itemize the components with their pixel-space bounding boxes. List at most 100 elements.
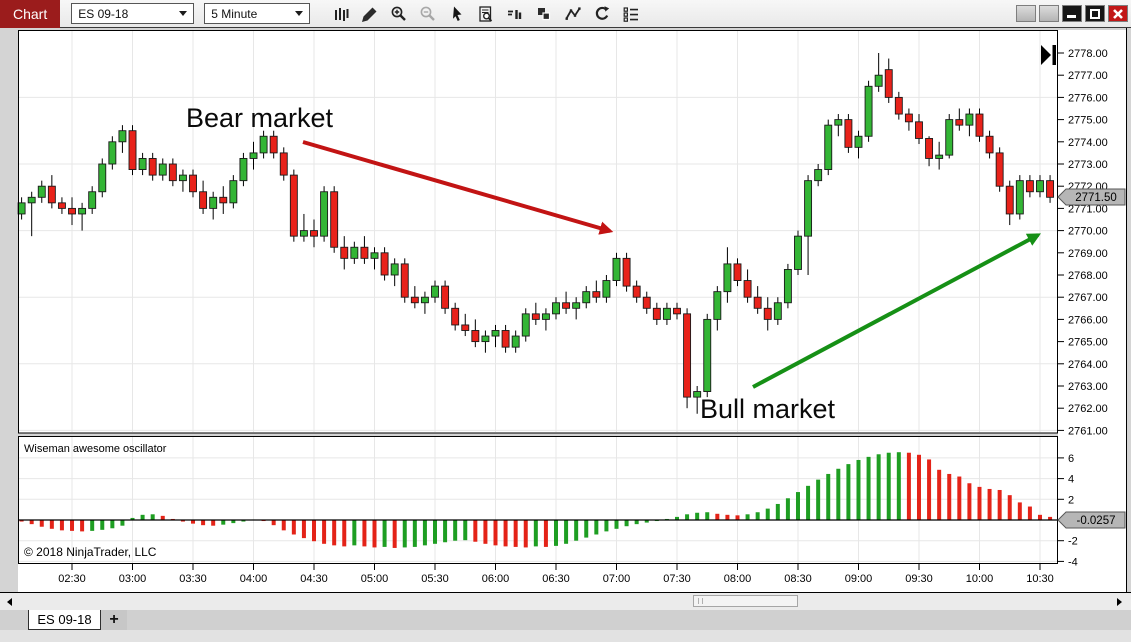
candle [521,313,530,337]
document-magnifier-icon[interactable] [471,2,500,25]
candlestick-chart-icon[interactable] [326,2,355,25]
horizontal-scrollbar[interactable] [0,592,1131,610]
ao-bar [735,515,740,520]
oscillator-panel[interactable] [18,436,1058,564]
candle [128,130,137,170]
zoom-in-icon[interactable] [384,2,413,25]
candle [622,257,631,287]
price-axis[interactable] [1058,30,1127,592]
minimize-button[interactable] [1062,5,1082,22]
pencil-icon[interactable] [355,2,384,25]
price-panel[interactable] [18,30,1058,433]
time-axis-label: 06:30 [542,573,570,585]
ao-bar [49,520,54,529]
cursor-arrow-icon[interactable] [442,2,471,25]
price-axis-label: 2763.00 [1068,381,1108,393]
instrument-select[interactable]: ES 09-18 [71,3,195,24]
candle [814,169,823,182]
scroll-right-icon[interactable] [1117,598,1122,606]
checklist-icon[interactable] [616,2,645,25]
ao-bar [846,464,851,520]
refresh-icon[interactable] [587,2,616,25]
ao-bar [80,520,85,532]
window-button-blank-2[interactable] [1039,5,1059,22]
ao-bar [100,520,105,530]
candle [804,180,813,237]
scroll-left-icon[interactable] [7,598,12,606]
time-axis-label: 09:30 [905,573,933,585]
time-axis-label: 05:00 [361,573,389,585]
ao-bar [382,520,387,547]
bear-arrow[interactable] [302,140,614,235]
drawing-annotations: Bear market Bull market Wiseman awesome … [24,45,1056,559]
candle [68,207,76,215]
zoom-out-icon[interactable] [413,2,442,25]
candle [713,291,722,320]
candle [1046,180,1055,198]
candle [662,307,671,320]
bull-market-label[interactable]: Bull market [700,394,836,424]
candle [148,157,157,176]
ao-bar [221,520,226,525]
ao-bar [332,520,337,546]
ao-bar [856,459,861,520]
candle [410,296,419,304]
scrollbar-thumb[interactable] [693,595,798,607]
ao-bar [775,503,780,520]
toolbar-icons [326,2,645,25]
ao-bar [211,520,216,526]
price-axis-label: 2776.00 [1068,92,1108,104]
chart-series [17,53,1058,548]
polyline-icon[interactable] [558,2,587,25]
price-axis-label: 2773.00 [1068,159,1108,171]
ao-bar [816,479,821,520]
candle [37,185,46,198]
close-button[interactable] [1108,5,1128,22]
candle [390,263,399,276]
candle [239,157,248,182]
tab-es-09-18[interactable]: ES 09-18 [28,610,101,630]
time-axis-label: 05:30 [421,573,449,585]
ao-bar [412,520,417,547]
ao-bar [463,520,468,541]
candle [27,196,36,204]
ao-bar [564,520,569,544]
restore-button[interactable] [1085,5,1105,22]
candle [592,291,601,298]
candle [189,174,197,193]
bull-arrow[interactable] [752,233,1042,389]
ao-bar [866,456,871,520]
ao-bar [160,515,165,520]
add-tab-button[interactable]: + [101,610,127,630]
candle [511,335,520,348]
window-button-blank-1[interactable] [1016,5,1036,22]
window-title-tab[interactable]: Chart [0,0,61,28]
ao-bar [392,520,397,548]
ao-bar [362,520,367,547]
osc-axis-label: 2 [1068,494,1074,506]
ao-bar [685,514,690,520]
ao-bar [39,520,44,527]
interval-select[interactable]: 5 Minute [204,3,311,24]
candle [199,191,208,209]
candle [602,280,611,298]
time-axis-label: 03:00 [119,573,147,585]
candle [350,246,359,259]
price-axis-label: 2764.00 [1068,359,1108,371]
price-axis-label: 2762.00 [1068,403,1108,415]
ao-bar [291,520,296,535]
ao-bar [937,469,942,520]
ao-bar [553,520,558,546]
bars-columns-icon[interactable] [500,2,529,25]
ao-bar [755,512,760,520]
ao-bar [795,492,800,520]
ao-bar [705,512,710,520]
stacked-squares-icon[interactable] [529,2,558,25]
time-axis-label: 10:30 [1026,573,1054,585]
bear-market-label[interactable]: Bear market [186,103,334,133]
chart-canvas[interactable]: 2778.00 2777.00 2776.00 2775.00 2774.00 2773.… [0,28,1131,592]
ao-bar [725,514,730,520]
time-axis-label: 08:30 [784,573,812,585]
ao-bar [896,452,901,520]
time-axis-label: 04:30 [300,573,328,585]
